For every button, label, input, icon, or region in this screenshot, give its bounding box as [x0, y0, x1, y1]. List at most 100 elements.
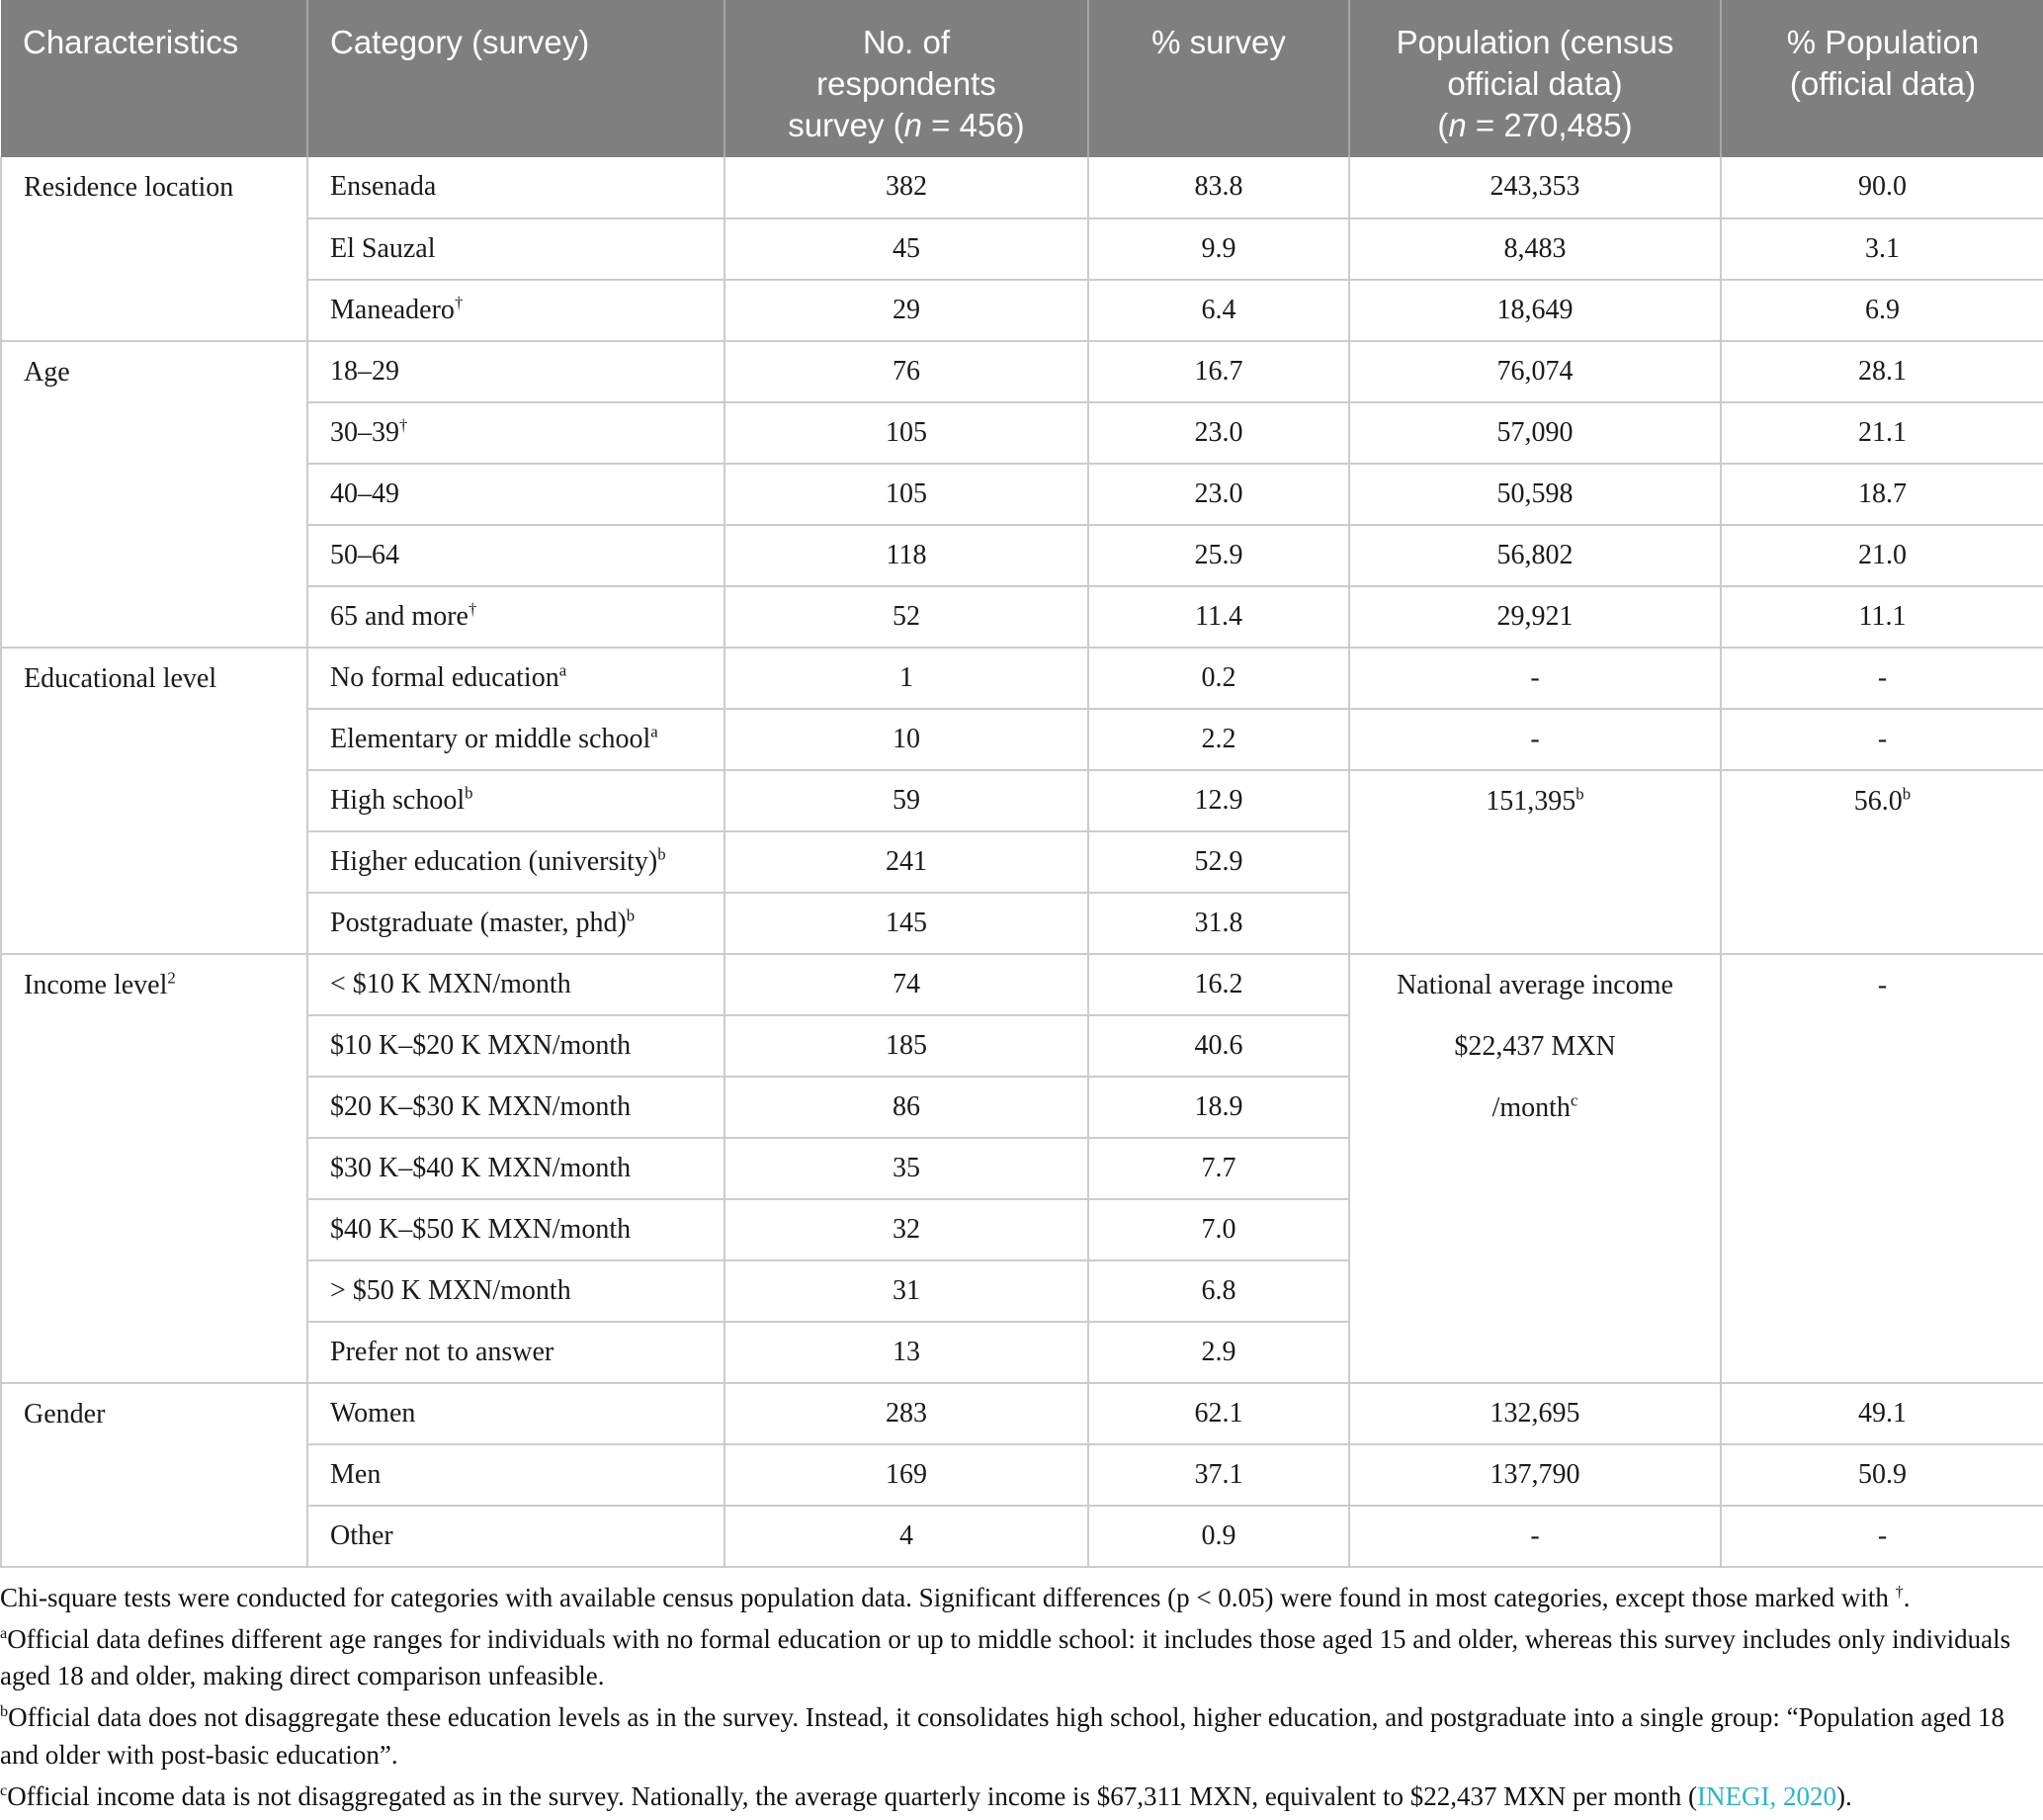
population-cell: 137,790: [1348, 1442, 1722, 1507]
respondents-cell: 169: [724, 1442, 1089, 1507]
category-cell: Women: [306, 1381, 725, 1445]
respondents-cell: 118: [724, 523, 1089, 587]
pct-survey-cell: 0.2: [1087, 646, 1350, 710]
category-cell: Maneadero†: [306, 278, 725, 342]
category-cell: $30 K–$40 K MXN/month: [306, 1136, 725, 1200]
pct-population-cell: -: [1720, 646, 2043, 710]
col-header-characteristics: Characteristics: [1, 0, 307, 157]
respondents-cell: 382: [724, 156, 1089, 219]
pct-population-cell: 21.0: [1720, 523, 2043, 587]
group-label-residence-location: Residence location: [0, 156, 308, 342]
respondents-cell: 4: [724, 1504, 1089, 1568]
respondents-cell: 105: [724, 462, 1089, 526]
pct-survey-cell: 23.0: [1087, 400, 1350, 465]
respondents-cell: 29: [724, 278, 1089, 342]
category-cell: No formal educationa: [306, 646, 725, 710]
respondents-cell: 32: [724, 1197, 1089, 1261]
pct-survey-cell: 52.9: [1087, 829, 1350, 894]
header-line: respondents: [816, 65, 996, 103]
respondents-cell: 283: [724, 1381, 1089, 1445]
header-line: (official data): [1789, 65, 1977, 103]
footnotes: Chi-square tests were conducted for cate…: [0, 1580, 2043, 1816]
table-row: Residence location Ensenada 382 83.8 243…: [0, 156, 2043, 342]
group-label-age: Age: [0, 339, 308, 649]
footnote-c: cOfficial income data is not disaggregat…: [0, 1780, 1852, 1811]
pct-survey-cell: 37.1: [1087, 1442, 1350, 1507]
respondents-cell: 105: [724, 400, 1089, 465]
table-row: > $50 K MXN/month 31 6.8: [1, 1258, 2043, 1323]
category-cell: 50–64: [306, 523, 725, 587]
footnote-chi-square: Chi-square tests were conducted for cate…: [0, 1582, 1911, 1612]
category-cell: Men: [306, 1442, 725, 1507]
pct-survey-cell: 9.9: [1087, 217, 1350, 281]
pct-survey-cell: 2.2: [1087, 707, 1350, 771]
col-header-pct-survey: % survey: [1087, 0, 1349, 157]
header-row: Characteristics Category (survey) No. of…: [1, 0, 2043, 157]
pct-survey-cell: 0.9: [1087, 1504, 1350, 1568]
category-cell: 40–49: [306, 462, 725, 526]
respondents-cell: 13: [724, 1320, 1089, 1384]
pct-survey-cell: 18.9: [1087, 1075, 1350, 1139]
income-note-line: National average income: [1397, 969, 1673, 1000]
table-row: 50–64 118 25.9 56,802 21.0: [1, 523, 2043, 587]
table-row: High schoolb 59 12.9 151,395b 56.0b: [1, 768, 2043, 955]
respondents-cell: 35: [724, 1136, 1089, 1200]
population-cell: -: [1348, 1504, 1722, 1568]
footnote-a: aOfficial data defines different age ran…: [0, 1623, 2011, 1691]
pct-survey-cell: 16.2: [1087, 952, 1350, 1016]
category-cell: $40 K–$50 K MXN/month: [306, 1197, 725, 1261]
pct-survey-cell: 2.9: [1087, 1320, 1350, 1384]
category-cell: $20 K–$30 K MXN/month: [306, 1075, 725, 1139]
respondents-cell: 45: [724, 217, 1089, 281]
pct-population-cell: 11.1: [1720, 584, 2043, 649]
respondents-cell: 1: [724, 646, 1089, 710]
table-row: Higher education (university)b 241 52.9: [1, 829, 2043, 894]
respondents-cell: 185: [724, 1013, 1089, 1078]
group-label-educational-level: Educational level: [0, 646, 308, 955]
population-cell: 8,483: [1348, 217, 1722, 281]
table-row: 40–49 105 23.0 50,598 18.7: [1, 462, 2043, 526]
category-cell: High schoolb: [306, 768, 725, 832]
category-cell: Prefer not to answer: [306, 1320, 725, 1384]
population-cell: 56,802: [1348, 523, 1722, 587]
table-row: $20 K–$30 K MXN/month 86 18.9: [1, 1075, 2043, 1139]
table-row: Postgraduate (master, phd)b 145 31.8: [1, 891, 2043, 955]
table-row: $30 K–$40 K MXN/month 35 7.7: [1, 1136, 2043, 1200]
respondents-cell: 86: [724, 1075, 1089, 1139]
respondents-cell: 241: [724, 829, 1089, 894]
table-row: Elementary or middle schoola 10 2.2 - -: [1, 707, 2043, 771]
pct-population-cell: 28.1: [1720, 339, 2043, 403]
table-row: Income level2 < $10 K MXN/month 74 16.2 …: [0, 952, 2043, 1384]
table-row: Educational level No formal educationa 1…: [0, 646, 2043, 955]
category-cell: El Sauzal: [306, 217, 725, 281]
population-cell: 76,074: [1348, 339, 1722, 403]
category-cell: Ensenada: [306, 156, 725, 219]
inegi-2020-link[interactable]: INEGI, 2020: [1697, 1780, 1836, 1811]
respondents-cell: 31: [724, 1258, 1089, 1323]
pct-survey-cell: 16.7: [1087, 339, 1350, 403]
header-line: survey (n = 456): [788, 107, 1025, 144]
table-row: 30–39† 105 23.0 57,090 21.1: [1, 400, 2043, 465]
pct-survey-cell: 7.0: [1087, 1197, 1350, 1261]
category-cell: Other: [306, 1504, 725, 1568]
pct-survey-cell: 7.7: [1087, 1136, 1350, 1200]
col-header-pct-population: % Population (official data): [1720, 0, 2043, 157]
pct-population-cell: 50.9: [1720, 1442, 2043, 1507]
population-cell-merged-education: 151,395b: [1348, 768, 1722, 955]
respondents-cell: 52: [724, 584, 1089, 649]
population-cell: 243,353: [1348, 156, 1722, 219]
population-cell: 132,695: [1348, 1381, 1722, 1445]
pct-population-cell: 6.9: [1720, 278, 2043, 342]
pct-population-cell-merged-education: 56.0b: [1720, 768, 2043, 955]
pct-population-cell: 21.1: [1720, 400, 2043, 465]
income-note-line: /monthc: [1491, 1090, 1578, 1123]
pct-population-cell: -: [1720, 1504, 2043, 1568]
category-cell: 65 and more†: [306, 584, 725, 649]
population-cell: 29,921: [1348, 584, 1722, 649]
population-cell-merged-income: National average income $22,437 MXN /mon…: [1348, 952, 1722, 1384]
table-row: Age 18–29 76 16.7 76,074 28.1: [0, 339, 2043, 649]
category-cell: Higher education (university)b: [306, 829, 725, 894]
header-line: Population (census: [1396, 24, 1674, 60]
respondents-cell: 74: [724, 952, 1089, 1016]
pct-survey-cell: 11.4: [1087, 584, 1350, 649]
